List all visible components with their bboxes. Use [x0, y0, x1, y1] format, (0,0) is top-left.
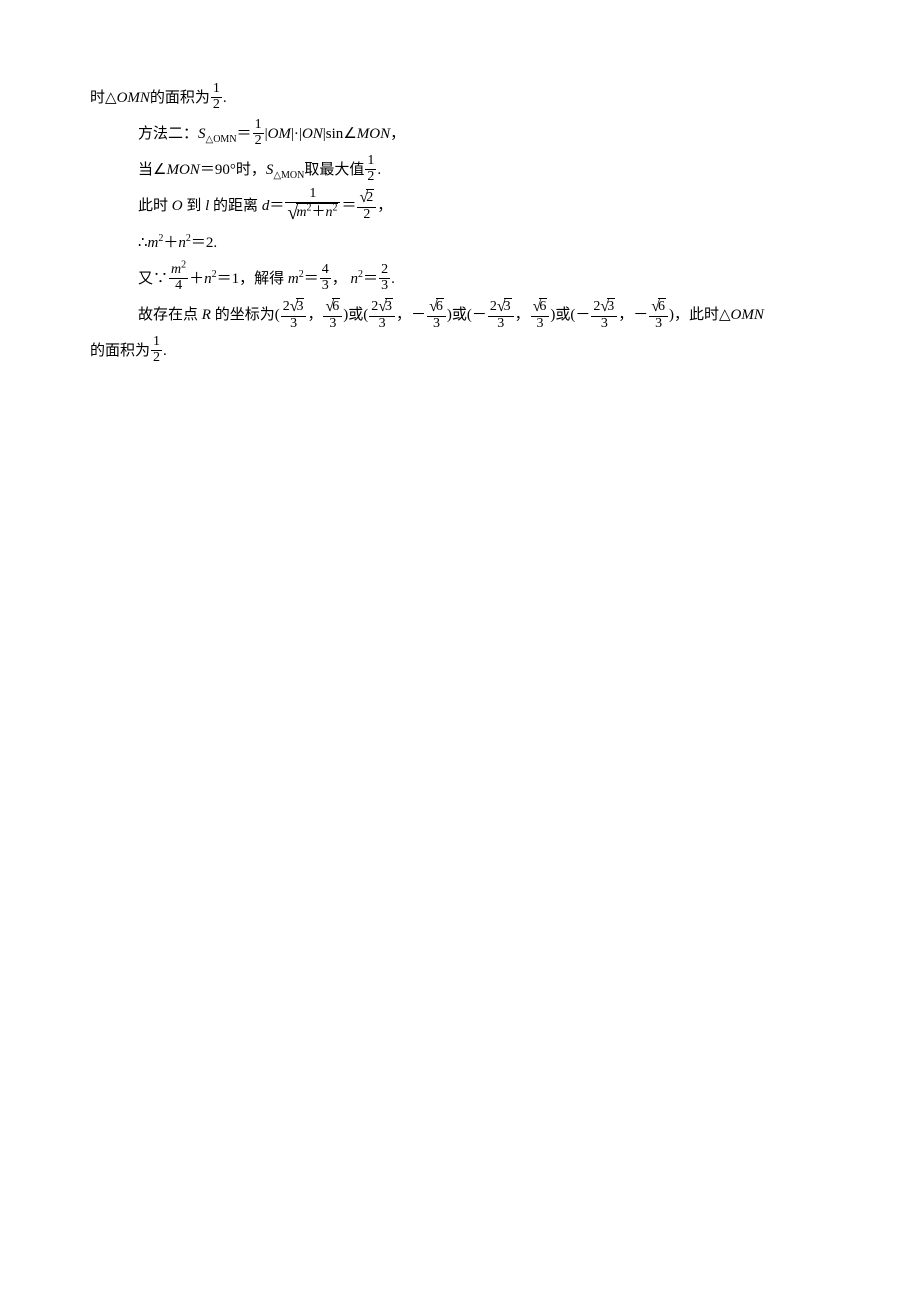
- eq: ＝: [341, 198, 356, 214]
- line-4: 此时 O 到 l 的距离 d＝1√m2＋n2＝√22，: [90, 188, 830, 225]
- text: ＝1，解得: [217, 271, 288, 287]
- comma: ，: [377, 198, 392, 214]
- angle-symbol: ∠: [153, 162, 166, 178]
- text: 方法二：: [138, 126, 198, 142]
- two: 2.: [206, 235, 217, 251]
- line-6: 又∵m24＋n2＝1，解得 m2＝43， n2＝23.: [90, 261, 830, 297]
- text: 到: [183, 198, 206, 214]
- var-n: n: [351, 271, 359, 287]
- eq: ＝: [191, 235, 206, 251]
- text: 时，: [236, 162, 266, 178]
- comma: ，: [390, 126, 405, 142]
- period: .: [377, 162, 381, 178]
- text: 的距离: [209, 198, 262, 214]
- eq: ＝: [237, 126, 252, 142]
- var-n: n: [204, 271, 212, 287]
- fraction-half: 12: [211, 82, 222, 112]
- fraction-4-3: 43: [320, 263, 331, 293]
- angle-symbol: ∠: [343, 126, 356, 142]
- coord-x: 2√33: [281, 298, 307, 331]
- page-content: 时△OMN的面积为12. 方法二：S△OMN＝12|OM|·|ON|sin∠MO…: [0, 0, 920, 1302]
- var-mon: MON: [166, 162, 199, 178]
- eq: ＝: [269, 198, 284, 214]
- triangle-symbol: △: [105, 90, 117, 106]
- sub-omn: △OMN: [206, 134, 237, 145]
- var-om: OM: [268, 126, 291, 142]
- coord-y: √63: [531, 298, 550, 331]
- line-3: 当∠MON＝90°时，S△MON取最大值12.: [90, 152, 830, 188]
- plus: ＋: [163, 235, 178, 251]
- therefore-symbol: ∴: [138, 235, 148, 251]
- comma: ，－: [396, 307, 426, 323]
- fraction-half: 12: [151, 335, 162, 365]
- text: 当: [138, 162, 153, 178]
- comma: ，: [307, 307, 322, 323]
- fraction-sqrt2-2: √22: [357, 189, 376, 222]
- text: )，此时: [669, 307, 719, 323]
- line-7: 故存在点 R 的坐标为(2√33，√63)或(2√33，－√63)或(－2√33…: [90, 297, 830, 333]
- line-8: 的面积为12.: [90, 333, 830, 369]
- var-s: S: [198, 126, 206, 142]
- coord-y: √63: [427, 298, 446, 331]
- var-r: R: [202, 307, 211, 323]
- plus: ＋: [189, 271, 204, 287]
- var-m: m: [148, 235, 159, 251]
- text: 时: [90, 90, 105, 106]
- coord-x: 2√33: [369, 298, 395, 331]
- fraction-d-expr: 1√m2＋n2: [285, 187, 340, 224]
- coord-y: √63: [649, 298, 668, 331]
- var-omn: OMN: [117, 90, 150, 106]
- sqrt-m2n2: √m2＋n2: [287, 203, 338, 224]
- var-on: ON: [302, 126, 323, 142]
- sqrt-2: √2: [359, 189, 374, 207]
- sep: )或(－: [447, 307, 487, 323]
- eq: ＝: [200, 162, 215, 178]
- coord-x: 2√33: [591, 298, 617, 331]
- text: 的坐标为(: [211, 307, 280, 323]
- fraction-half: 12: [365, 154, 376, 184]
- text: 的面积为: [90, 343, 150, 359]
- ninety: 90°: [215, 162, 236, 178]
- line-1: 时△OMN的面积为12.: [90, 80, 830, 116]
- var-m: m: [288, 271, 299, 287]
- text: 此时: [138, 198, 172, 214]
- line-5: ∴m2＋n2＝2.: [90, 225, 830, 261]
- fraction-half: 12: [253, 118, 264, 148]
- line-2: 方法二：S△OMN＝12|OM|·|ON|sin∠MON，: [90, 116, 830, 152]
- fraction-m2-4: m24: [169, 263, 188, 293]
- sub-mon: △MON: [273, 170, 304, 181]
- comma: ，: [332, 271, 347, 287]
- text: 故存在点: [138, 307, 202, 323]
- sep: )或(: [343, 307, 368, 323]
- var-mon: MON: [357, 126, 390, 142]
- period: .: [223, 90, 227, 106]
- text: 的面积为: [150, 90, 210, 106]
- var-n: n: [178, 235, 186, 251]
- coord-x: 2√33: [488, 298, 514, 331]
- period: .: [391, 271, 395, 287]
- period: .: [163, 343, 167, 359]
- sin: sin: [326, 126, 344, 142]
- fraction-2-3: 23: [379, 263, 390, 293]
- coord-y: √63: [323, 298, 342, 331]
- text: 取最大值: [304, 162, 364, 178]
- triangle-symbol: △: [719, 307, 731, 323]
- text: 又∵: [138, 271, 168, 287]
- comma: ，: [515, 307, 530, 323]
- eq: ＝: [304, 271, 319, 287]
- comma: ，－: [618, 307, 648, 323]
- var-omn: OMN: [731, 307, 764, 323]
- sep: )或(－: [550, 307, 590, 323]
- var-o: O: [172, 198, 183, 214]
- eq: ＝: [363, 271, 378, 287]
